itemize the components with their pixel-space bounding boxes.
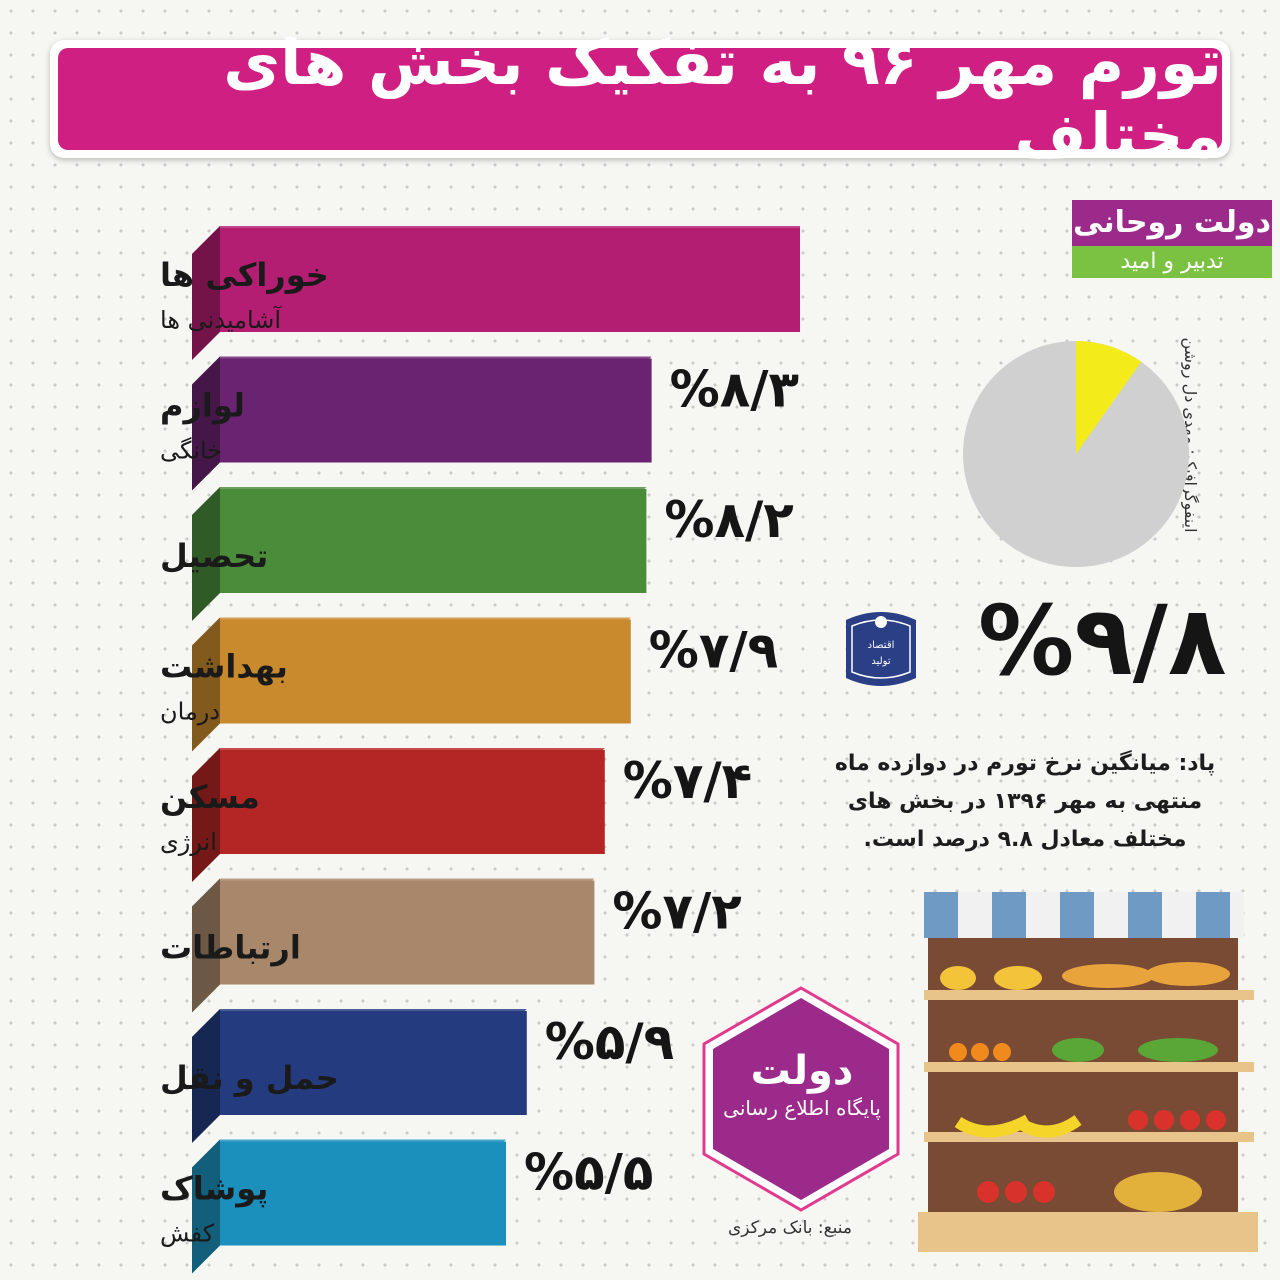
bar-value-label: %۵/۵ [524,1144,653,1202]
dolat-hex-logo [686,984,916,1218]
bar-group: %۵/۹ حمل و نقل [160,1009,674,1143]
bar-side [192,487,220,621]
bar-group: %۵/۵ پوشاک کفش [160,1139,653,1274]
orange-icon [949,1043,967,1061]
bar-value-label: %۷/۴ [623,752,752,810]
bread-icon [1062,964,1154,988]
bar-group: %۸/۲ تحصیل [160,487,794,621]
hex-logo-small-text: پایگاه اطلاع رسانی [723,1096,881,1120]
bar-group: %۷/۹ بهداشت درمان [160,617,778,752]
category-sublabel: درمان [160,698,220,726]
bar [220,619,631,724]
bar-side [192,617,220,752]
bar-value-label: %۸/۲ [664,491,793,549]
cheese-icon [940,966,976,990]
category-label: بهداشت [160,648,288,686]
bar-value-label: %۸/۳ [670,361,799,419]
bar [220,1011,527,1115]
hex-logo-big-text: دولت [750,1048,854,1094]
average-value: %۹/۸ [978,585,1227,697]
hex-logo-text: دولت پایگاه اطلاع رسانی [712,1048,892,1122]
bar-value-label: %۵/۹ [545,1013,674,1071]
market-stall-illustration [918,892,1258,1256]
bar [220,750,605,854]
bar-side [192,226,220,360]
apple-icon [977,1181,999,1203]
note-line-2: منتهی به مهر ۱۳۹۶ در بخش های [847,789,1203,814]
pie-average-slice [1076,341,1142,454]
bar-value-label: %۷/۹ [649,622,778,680]
bar [220,358,652,463]
category-sublabel: انرژی [160,828,217,856]
bar-value-label: %۷/۲ [612,883,741,941]
pineapple-icon [1114,1172,1202,1212]
average-note: پاد: میانگین نرخ تورم در دوازده ماه منته… [810,745,1240,859]
svg-text:اقتصاد: اقتصاد [868,640,895,651]
note-line-1: پاد: میانگین نرخ تورم در دوازده ماه [834,751,1216,776]
svg-text:تولید: تولید [871,656,890,667]
category-label: پوشاک [160,1170,268,1208]
pie-svg [963,341,1189,567]
note-line-3: مختلف معادل ۹.۸ درصد است. [863,827,1187,852]
government-slogan: تدبیر و امید [1072,246,1272,278]
logo-emblem-icon: اقتصاد تولید [846,612,916,686]
bar-side [192,356,220,491]
category-sublabel: کفش [160,1220,215,1248]
government-badge: دولت روحانی تدبیر و امید [1072,200,1272,278]
market-stall-icon [918,892,1258,1252]
page-title: تورم مهر ۹۶ به تفکیک بخش های مختلف [58,26,1222,172]
bar-group: %۷/۲ ارتباطات [160,878,742,1013]
bar [220,1141,506,1246]
source-label: منبع: بانک مرکزی [727,1218,853,1238]
category-label: تحصیل [160,537,268,575]
bar [220,880,595,985]
category-label: ارتباطات [160,929,301,967]
title-banner: تورم مهر ۹۶ به تفکیک بخش های مختلف [50,26,1230,172]
bar-side [192,878,220,1013]
category-sublabel: خانگی [160,437,222,465]
resistance-economy-logo: اقتصاد تولید [838,608,924,694]
category-sublabel: آشامیدنی ها [160,305,282,334]
tomato-icon [1128,1110,1148,1130]
hexagon-logo-icon [702,986,900,1212]
bar-group: %۸/۳ لوازم خانگی [160,356,799,491]
bar-side [192,1009,220,1143]
category-label: لوازم [160,387,245,425]
lettuce-icon [1052,1038,1104,1062]
category-label: حمل و نقل [160,1059,339,1097]
awning-icon [924,892,1244,938]
average-pie-chart [958,336,1194,576]
category-label: خوراکی ها [160,256,329,294]
category-label: مسکن [160,778,260,816]
bar-side [192,748,220,882]
government-name: دولت روحانی [1072,200,1272,246]
bar [220,489,647,593]
bar-group: %۷/۴ مسکن انرژی [160,748,752,882]
bar [220,228,800,332]
bar-side [192,1139,220,1274]
